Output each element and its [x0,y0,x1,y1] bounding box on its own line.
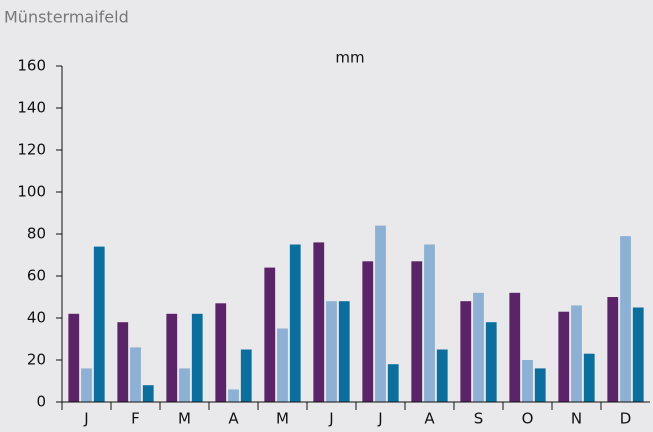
x-tick-label: M [276,410,289,428]
bar [509,292,521,402]
bar [571,305,582,402]
y-tick-label: 0 [36,393,46,411]
x-tick-label: N [571,410,582,428]
bar [93,246,105,402]
bar [460,301,472,402]
bar [117,322,129,402]
bar [68,313,80,402]
chart-title: Münstermaifeld [4,8,129,27]
bar [289,244,301,402]
x-tick-label: A [424,410,435,428]
y-tick-label: 120 [17,141,46,159]
bar [424,244,435,402]
x-tick-label: J [377,410,382,428]
y-tick-label: 40 [27,309,46,327]
bar [240,349,252,402]
bar [436,349,448,402]
x-tick-label: M [178,410,191,428]
bar [411,261,423,402]
bar [264,267,276,402]
y-tick-label: 160 [17,57,46,75]
bar [215,303,227,402]
x-tick-label: D [620,410,632,428]
bar [522,360,533,402]
bar [228,389,239,402]
y-tick-label: 100 [17,183,46,201]
y-tick-label: 140 [17,99,46,117]
x-tick-label: J [83,410,88,428]
bar [485,322,497,402]
y-tick-label: 20 [27,351,46,369]
x-tick-label: S [474,410,484,428]
bar [179,368,190,402]
bar [313,242,325,402]
bar [130,347,141,402]
bar [632,307,644,402]
x-tick-label: J [328,410,333,428]
bar [338,301,350,402]
x-tick-label: O [522,410,534,428]
bar [362,261,374,402]
x-tick-label: A [228,410,239,428]
bar [583,353,595,402]
bar [534,368,546,402]
bar [166,313,178,402]
x-tick-label: F [131,410,140,428]
bar [473,292,484,402]
bar [81,368,92,402]
y-tick-label: 80 [27,225,46,243]
bar [142,385,154,402]
bar [326,301,337,402]
bar [607,297,619,402]
y-axis-label: mm [335,49,364,67]
bar [375,225,386,402]
y-tick-label: 60 [27,267,46,285]
bar [620,236,631,402]
bar [191,313,203,402]
bar [387,364,399,402]
bar [277,328,288,402]
bar [558,311,570,402]
